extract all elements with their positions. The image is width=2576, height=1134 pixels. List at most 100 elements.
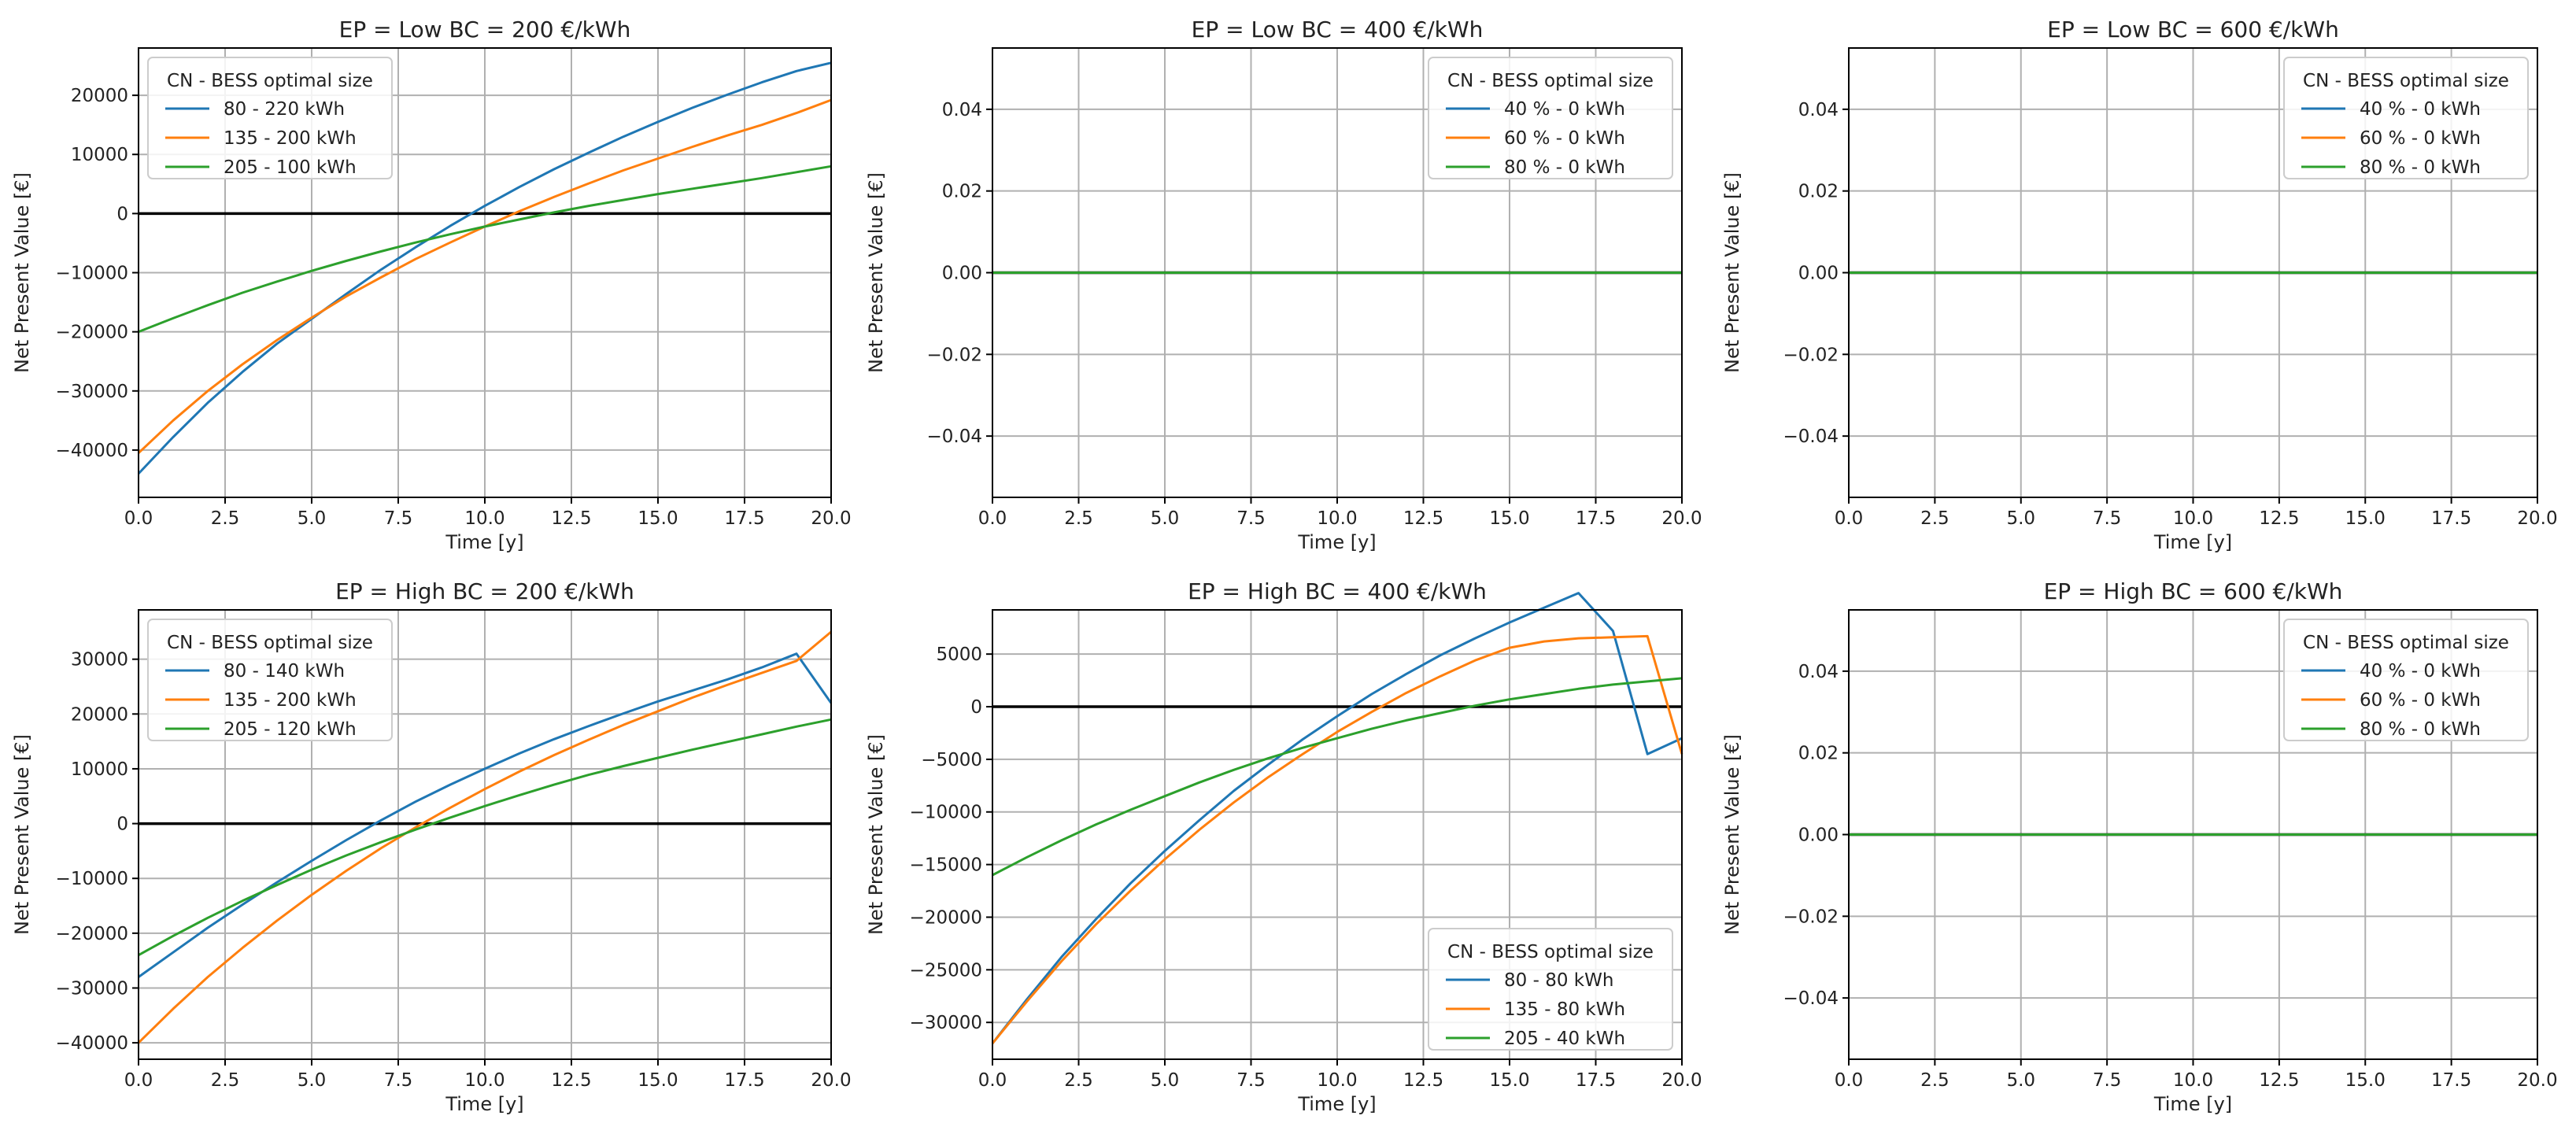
- y-tick-label: 20000: [71, 704, 128, 725]
- legend-title: CN - BESS optimal size: [2303, 633, 2509, 653]
- y-tick-label: 0: [970, 697, 982, 718]
- legend-label: 60 % - 0 kWh: [2360, 690, 2481, 711]
- x-tick-label: 20.0: [2517, 508, 2557, 529]
- y-tick-label: −5000: [921, 750, 982, 770]
- x-tick-label: 2.5: [1920, 1070, 1950, 1091]
- legend-label: 80 - 140 kWh: [224, 661, 345, 682]
- x-tick-label: 15.0: [2345, 508, 2386, 529]
- x-axis-label: Time [y]: [445, 531, 523, 553]
- legend: CN - BESS optimal size 80 - 80 kWh 135 - 8…: [1428, 928, 1673, 1051]
- x-tick-label: 17.5: [1576, 1070, 1616, 1091]
- y-tick-label: −0.02: [1783, 345, 1839, 365]
- x-tick-label: 17.5: [724, 508, 764, 529]
- x-tick-label: 5.0: [1151, 508, 1180, 529]
- y-tick-label: 5000: [936, 645, 982, 665]
- legend-label: 205 - 120 kWh: [224, 719, 357, 740]
- x-tick-label: 2.5: [1920, 508, 1950, 529]
- x-tick-label: 2.5: [1064, 508, 1093, 529]
- legend-label: 60 % - 0 kWh: [2360, 128, 2481, 149]
- y-tick-label: 0.02: [1798, 744, 1839, 764]
- y-tick-label: −40000: [56, 441, 128, 461]
- x-tick-label: 0.0: [124, 508, 153, 529]
- y-tick-label: 0.02: [942, 182, 982, 202]
- y-axis-label: Net Present Value [€]: [1721, 734, 1743, 935]
- legend: CN - BESS optimal size 80 - 140 kWh 135 - …: [147, 619, 393, 741]
- x-tick-label: 12.5: [551, 508, 591, 529]
- legend-label: 80 % - 0 kWh: [1504, 157, 1625, 178]
- y-tick-label: 0: [116, 204, 128, 224]
- y-tick-label: −30000: [56, 382, 128, 402]
- legend-label: 80 % - 0 kWh: [2360, 157, 2481, 178]
- legend-label: 80 % - 0 kWh: [2360, 719, 2481, 740]
- x-tick-label: 12.5: [551, 1070, 591, 1091]
- series-line: [991, 592, 1683, 1044]
- x-axis-label: Time [y]: [2153, 531, 2232, 553]
- x-tick-label: 15.0: [2345, 1070, 2386, 1091]
- series-line: [138, 652, 833, 978]
- series-line: [137, 61, 832, 475]
- series-line: [138, 718, 832, 957]
- chart-panel-6: 0.0 2.5 5.0 7.5 10.0 12.5 15.0 17.5 20.0 −0.04 −0.…: [1721, 578, 2558, 1115]
- y-tick-label: 10000: [71, 145, 128, 165]
- series-line: [992, 677, 1683, 877]
- x-tick-label: 17.5: [2431, 1070, 2471, 1091]
- x-tick-label: 5.0: [2006, 508, 2035, 529]
- legend-label: 80 - 220 kWh: [224, 99, 345, 120]
- chart-panel-5: 0.0 2.5 5.0 7.5 10.0 12.5 15.0 17.5 20.0 −30000 −2…: [865, 578, 1702, 1115]
- x-tick-label: 5.0: [298, 508, 327, 529]
- legend-box: [1428, 928, 1673, 1051]
- x-tick-label: 5.0: [298, 1070, 327, 1091]
- y-tick-label: −10000: [910, 803, 982, 823]
- x-tick-label: 12.5: [2259, 1070, 2299, 1091]
- series-line: [991, 634, 1683, 1044]
- x-tick-label: 7.5: [1236, 508, 1266, 529]
- x-tick-label: 0.0: [1835, 508, 1864, 529]
- legend: CN - BESS optimal size 80 - 220 kWh 135 - …: [147, 57, 393, 179]
- x-tick-label: 7.5: [384, 508, 413, 529]
- x-axis-label: Time [y]: [445, 1093, 523, 1115]
- chart-title: EP = Low BC = 200 €/kWh: [339, 17, 631, 42]
- x-tick-label: 10.0: [2173, 508, 2213, 529]
- y-tick-label: 20000: [71, 86, 128, 106]
- y-tick-label: 0.02: [1798, 182, 1839, 202]
- chart-panel-3: 0.0 2.5 5.0 7.5 10.0 12.5 15.0 17.5 20.0 −0.04 −0.…: [1721, 17, 2558, 553]
- y-axis-label: Net Present Value [€]: [865, 172, 887, 373]
- x-tick-label: 15.0: [1489, 508, 1529, 529]
- legend-label: 40 % - 0 kWh: [2360, 661, 2481, 682]
- x-axis-label: Time [y]: [1297, 531, 1376, 553]
- y-tick-label: −25000: [910, 960, 982, 981]
- x-tick-label: 20.0: [1661, 1070, 1702, 1091]
- legend-box: [147, 619, 393, 741]
- y-tick-label: −0.04: [1783, 427, 1839, 447]
- x-tick-label: 2.5: [211, 1070, 240, 1091]
- x-tick-label: 17.5: [2431, 508, 2471, 529]
- x-tick-label: 10.0: [464, 508, 504, 529]
- y-tick-label: 10000: [71, 759, 128, 780]
- y-tick-label: 0.00: [1798, 264, 1839, 284]
- y-tick-label: −20000: [56, 323, 128, 343]
- legend-box: [2283, 619, 2529, 741]
- legend-label: 60 % - 0 kWh: [1504, 128, 1625, 149]
- chart-title: EP = High BC = 200 €/kWh: [335, 578, 634, 604]
- y-axis-label: Net Present Value [€]: [11, 734, 33, 935]
- chart-panel-4: 0.0 2.5 5.0 7.5 10.0 12.5 15.0 17.5 20.0 −40000 −3…: [11, 578, 852, 1115]
- y-tick-label: −20000: [56, 924, 128, 944]
- x-tick-label: 10.0: [1317, 508, 1357, 529]
- legend-title: CN - BESS optimal size: [2303, 71, 2509, 91]
- chart-title: EP = High BC = 600 €/kWh: [2044, 578, 2343, 604]
- y-tick-label: −20000: [910, 907, 982, 928]
- y-tick-label: −0.02: [1783, 907, 1839, 927]
- y-tick-label: 30000: [71, 650, 128, 670]
- x-tick-label: 12.5: [1403, 1070, 1443, 1091]
- y-tick-label: 0.00: [1798, 826, 1839, 846]
- x-tick-label: 15.0: [638, 1070, 678, 1091]
- x-tick-label: 20.0: [1661, 508, 1702, 529]
- legend-label: 135 - 200 kWh: [224, 690, 357, 711]
- y-tick-label: 0.00: [942, 264, 982, 284]
- x-tick-label: 20.0: [811, 1070, 851, 1091]
- legend-label: 135 - 200 kWh: [224, 128, 357, 149]
- y-tick-label: −15000: [910, 855, 982, 876]
- chart-title: EP = Low BC = 400 €/kWh: [1192, 17, 1484, 42]
- y-tick-label: 0: [116, 814, 128, 835]
